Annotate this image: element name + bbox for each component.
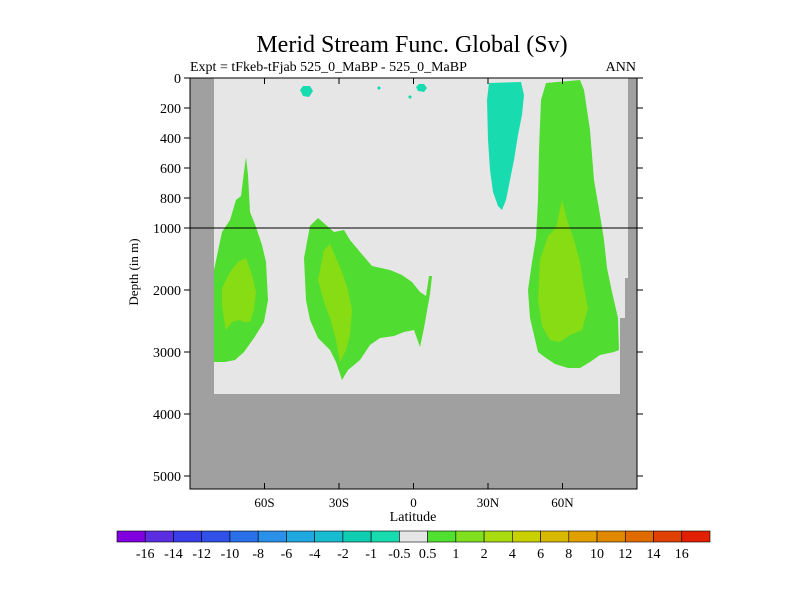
colorbar-label: -14 — [164, 547, 183, 562]
colorbar-swatch — [455, 530, 485, 543]
contour-subtropical-south-1 — [318, 244, 352, 362]
colorbar-swatch — [399, 530, 428, 543]
colorbar-label: 2 — [481, 547, 488, 562]
chart-title: Merid Stream Func. Global (Sv) — [256, 32, 567, 58]
colorbar-label: 6 — [537, 547, 544, 562]
y-tick-label: 3000 — [153, 346, 181, 361]
x-tick-label: 30N — [477, 495, 500, 510]
contour-north-high-1 — [538, 200, 588, 342]
y-tick-label: 5000 — [153, 470, 181, 485]
contour-north-subtropical-negative — [487, 82, 524, 210]
y-tick-label: 2000 — [153, 284, 181, 299]
colorbar-swatch — [257, 530, 287, 543]
y-tick-label: 4000 — [153, 408, 181, 423]
contour-southern-ocean-1 — [222, 258, 256, 330]
colorbar-label: 4 — [509, 547, 516, 562]
colorbar-swatch — [201, 530, 231, 543]
surface-blob-4 — [408, 95, 412, 99]
colorbar-label: -0.5 — [388, 547, 410, 562]
colorbar-label: 0.5 — [419, 547, 437, 562]
colorbar-swatch — [540, 530, 570, 543]
surface-blob-2 — [416, 84, 427, 92]
colorbar-swatch — [116, 530, 146, 543]
x-tick-label: 60N — [551, 495, 574, 510]
colorbar-swatch — [483, 530, 513, 543]
surface-blob-1 — [300, 86, 313, 97]
colorbar-swatch — [173, 530, 203, 543]
land-mask — [190, 78, 637, 489]
x-tick-label: 60S — [254, 495, 274, 510]
colorbar-label: 8 — [565, 547, 572, 562]
y-axis-label: Depth (in m) — [126, 238, 141, 305]
plot-area — [189, 77, 638, 490]
colorbar-swatch — [624, 530, 654, 543]
colorbar-label: -4 — [309, 547, 321, 562]
colorbar-swatch — [653, 530, 683, 543]
colorbar-label: -12 — [192, 547, 211, 562]
chart-subtitle: Expt = tFkeb-tFjab 525_0_MaBP - 525_0_Ma… — [190, 60, 467, 75]
colorbar-swatch — [342, 530, 372, 543]
colorbar-label: -2 — [337, 547, 349, 562]
x-tick-label: 0 — [410, 495, 417, 510]
colorbar-label: 14 — [647, 547, 661, 562]
colorbar-label: -10 — [221, 547, 240, 562]
colorbar-swatch — [427, 530, 457, 543]
colorbar-swatch — [681, 530, 711, 543]
colorbar-label: 12 — [618, 547, 632, 562]
colorbar-swatch — [568, 530, 598, 543]
colorbar-swatch — [229, 530, 259, 543]
colorbar: -16 -14 -12 -10 -8 -6 -4 -2 -1 -0.5 0.5 1 2 4 6 8 10 12 14… — [116, 530, 711, 562]
y-tick-label: 800 — [160, 192, 181, 207]
colorbar-label: -6 — [281, 547, 293, 562]
season-label: ANN — [606, 60, 636, 75]
x-tick-label: 30S — [329, 495, 349, 510]
y-tick-label: 200 — [160, 102, 181, 117]
y-tick-label: 400 — [160, 132, 181, 147]
y-tick-label: 600 — [160, 162, 181, 177]
colorbar-swatch — [596, 530, 626, 543]
colorbar-swatch — [512, 530, 541, 543]
y-axis-ticks: 0 200 400 600 800 1000 2000 3000 4000 5000 — [153, 72, 643, 485]
colorbar-swatch — [314, 530, 344, 543]
colorbar-swatch — [286, 530, 315, 543]
colorbar-label: -8 — [252, 547, 264, 562]
colorbar-label: -1 — [365, 547, 377, 562]
colorbar-label: 10 — [590, 547, 604, 562]
colorbar-label: 1 — [452, 547, 459, 562]
x-axis-ticks: 60S 30S 0 30N 60N — [254, 78, 574, 510]
colorbar-label: 16 — [675, 547, 689, 562]
y-tick-label: 0 — [174, 72, 181, 87]
colorbar-swatch — [370, 530, 400, 543]
x-axis-label: Latitude — [390, 510, 437, 525]
surface-blob-3 — [377, 86, 381, 90]
colorbar-label: -16 — [136, 547, 155, 562]
colorbar-swatch — [144, 530, 174, 543]
y-tick-label: 1000 — [153, 222, 181, 237]
